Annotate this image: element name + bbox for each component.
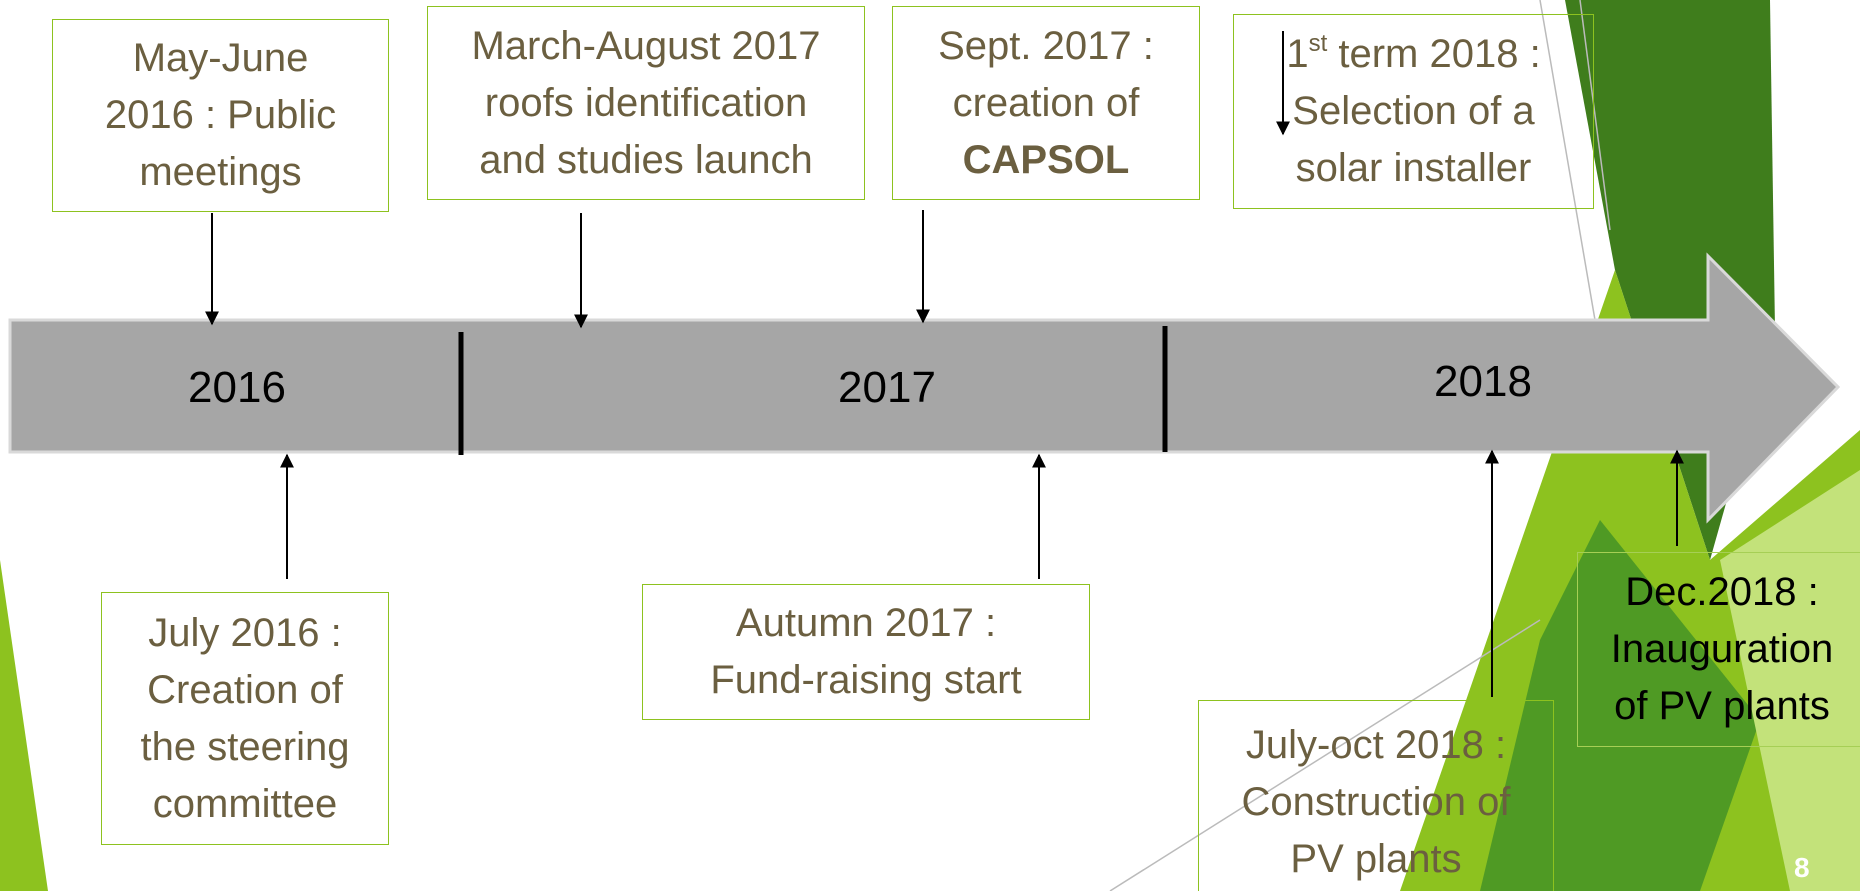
event-line: creation of <box>953 75 1140 132</box>
event-line: Inauguration <box>1611 621 1833 678</box>
event-box: Dec.2018 : Inauguration of PV plants <box>1577 552 1860 747</box>
deco-left <box>0 560 48 891</box>
year-label: 2016 <box>188 363 286 413</box>
event-line: March-August 2017 <box>471 18 820 75</box>
event-line: and studies launch <box>479 132 813 189</box>
page-number: 8 <box>1794 852 1810 884</box>
event-line: 1st term 2018 : <box>1286 26 1540 83</box>
event-line: Fund-raising start <box>710 652 1021 709</box>
event-box: Autumn 2017 : Fund-raising start <box>642 584 1090 720</box>
event-line: solar installer <box>1296 140 1532 197</box>
event-line: CAPSOL <box>963 132 1130 189</box>
event-line: Construction of <box>1241 774 1510 831</box>
event-line: roofs identification <box>485 75 807 132</box>
event-box: July-oct 2018 : Construction of PV plant… <box>1198 700 1554 891</box>
event-line: meetings <box>139 144 301 201</box>
event-box: July 2016 : Creation of the steering com… <box>101 592 389 845</box>
ordinal-suffix: st <box>1309 30 1328 57</box>
event-line: of PV plants <box>1614 678 1830 735</box>
ordinal-number: 1 <box>1286 32 1308 76</box>
event-line: July 2016 : <box>148 605 341 662</box>
year-label: 2018 <box>1434 357 1532 407</box>
event-box: March-August 2017 roofs identification a… <box>427 6 865 200</box>
year-label: 2017 <box>838 363 936 413</box>
event-line: term 2018 : <box>1338 32 1540 76</box>
event-line: the steering <box>140 719 349 776</box>
event-box: May-June 2016 : Public meetings <box>52 19 389 212</box>
event-line: Selection of a <box>1292 83 1534 140</box>
event-line: Sept. 2017 : <box>938 18 1154 75</box>
event-line: May-June <box>133 30 309 87</box>
event-line: PV plants <box>1290 831 1461 888</box>
event-box: Sept. 2017 : creation of CAPSOL <box>892 6 1200 200</box>
event-line: Autumn 2017 : <box>736 595 996 652</box>
slide: 2016 2017 2018 May-June 2016 : Public me… <box>0 0 1860 891</box>
event-line: July-oct 2018 : <box>1246 717 1506 774</box>
event-box: 1st term 2018 : Selection of a solar ins… <box>1233 14 1594 209</box>
event-line: Creation of <box>147 662 343 719</box>
event-line: committee <box>153 776 338 833</box>
event-line: Dec.2018 : <box>1625 564 1818 621</box>
event-line: 2016 : Public <box>105 87 336 144</box>
